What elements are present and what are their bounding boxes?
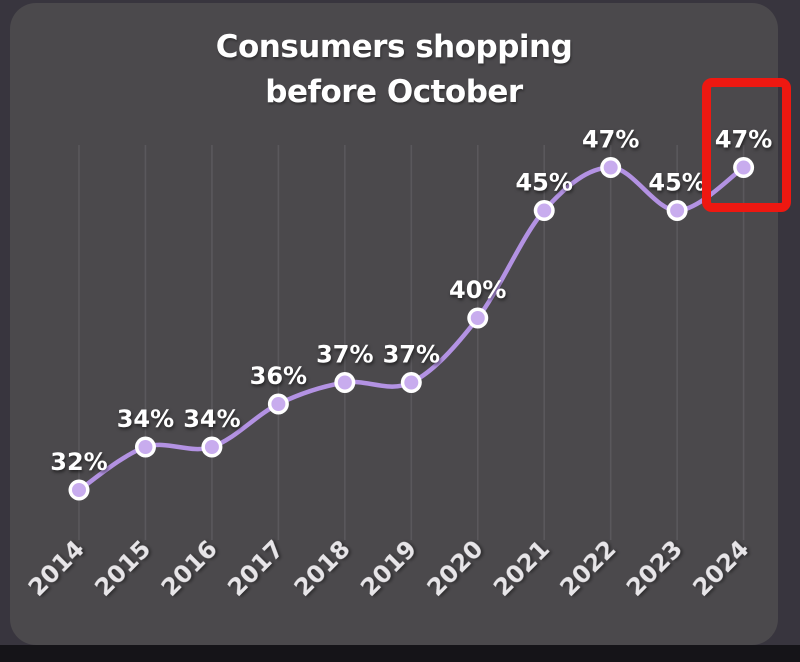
x-tick-label-2016: 2016 [156,535,223,602]
x-tick-label-2018: 2018 [289,535,356,602]
chart-title: Consumers shopping before October [10,25,778,115]
data-point-2024 [736,160,751,175]
x-tick-label-2014: 2014 [23,535,90,602]
x-tick-label-2015: 2015 [89,535,156,602]
value-label-2018: 37% [316,341,373,369]
x-tick-label-2020: 2020 [422,535,489,602]
x-tick-label-2017: 2017 [222,535,289,602]
value-label-2017: 36% [250,362,307,390]
chart-card: Consumers shopping before October [10,3,778,645]
value-label-2019: 37% [383,341,440,369]
value-label-2020: 40% [449,276,506,304]
value-label-2016: 34% [183,405,240,433]
value-label-2014: 32% [50,448,107,476]
data-point-2022 [603,160,618,175]
chart-title-line2: before October [265,74,523,110]
value-label-2023: 45% [648,169,705,197]
data-point-2014 [72,483,86,497]
data-point-2020 [470,311,485,325]
x-tick-label-2019: 2019 [355,535,422,602]
x-tick-label-2021: 2021 [488,535,555,602]
data-point-2017 [271,397,286,411]
value-label-2021: 45% [515,169,572,197]
chart-title-line1: Consumers shopping [215,29,573,65]
data-point-2021 [537,203,552,218]
value-label-2024: 47% [715,126,772,154]
data-point-2019 [404,375,419,390]
data-point-2015 [138,440,153,454]
x-tick-label-2023: 2023 [621,535,688,602]
data-point-2023 [670,203,685,218]
value-label-2022: 47% [582,126,639,154]
x-tick-label-2024: 2024 [687,535,754,602]
x-tick-label-2022: 2022 [555,535,622,602]
data-point-2018 [337,375,352,390]
data-point-2016 [204,440,219,454]
highlight-box-2024 [702,78,791,212]
value-label-2015: 34% [117,405,174,433]
